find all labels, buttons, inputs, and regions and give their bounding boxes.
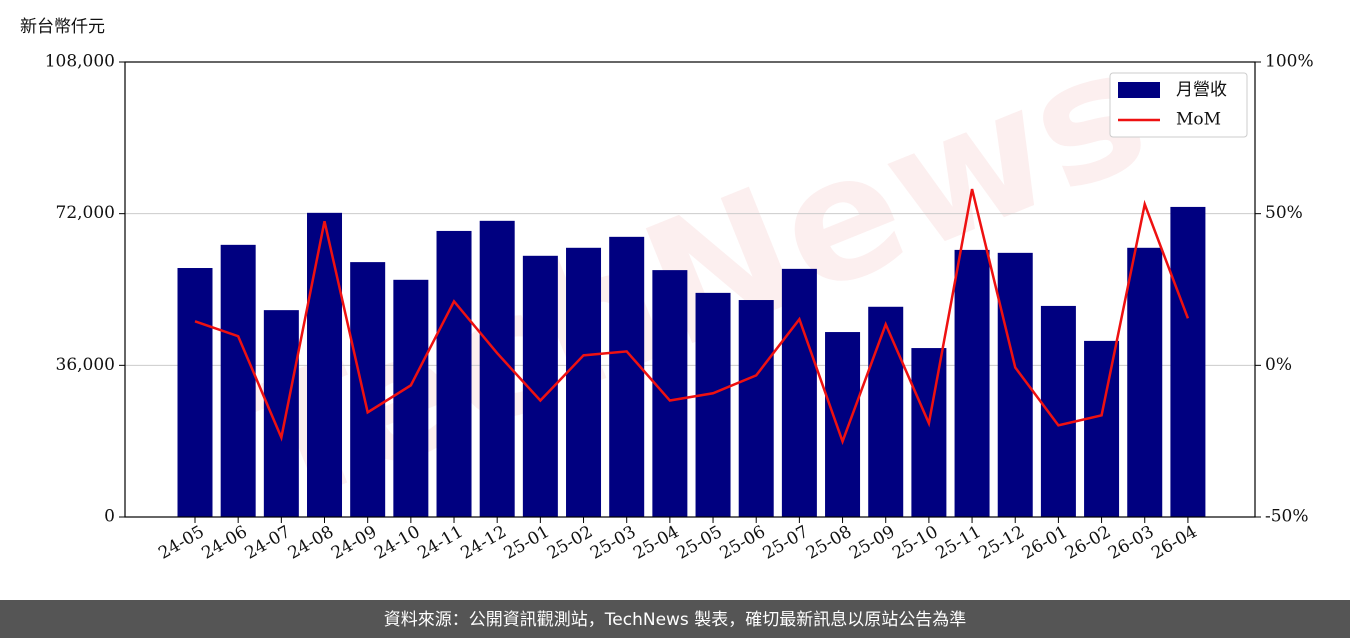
bar — [220, 244, 256, 517]
y2-tick-label: -50% — [1265, 507, 1309, 527]
x-tick-label: 25-02 — [544, 522, 596, 564]
x-tick-label: 25-01 — [501, 522, 553, 564]
x-tick-label: 25-08 — [803, 522, 855, 564]
bar — [609, 236, 645, 518]
x-tick-label: 24-12 — [457, 522, 509, 564]
bar — [350, 262, 386, 517]
x-tick-label: 26-03 — [1105, 522, 1157, 564]
x-tick-label: 25-12 — [976, 522, 1028, 564]
y-tick-label: 0 — [104, 507, 115, 527]
bar — [1127, 247, 1163, 517]
plot-frame — [124, 61, 1256, 518]
footer: 資料來源：公開資訊觀測站，TechNews 製表，確切最新訊息以原站公告為準 — [384, 610, 966, 630]
x-tick-label: 24-07 — [242, 522, 294, 564]
bar — [177, 268, 213, 517]
y-tick-label: 72,000 — [56, 203, 115, 223]
y2-tick-label: 100% — [1265, 52, 1314, 72]
legend-label: 月營收 — [1176, 80, 1227, 100]
y-axis-unit: 新台幣仟元 — [20, 17, 105, 37]
x-tick-label: 24-11 — [414, 522, 466, 564]
bar — [436, 230, 472, 517]
bar — [1084, 340, 1120, 517]
bar — [781, 268, 817, 517]
x-tick-label: 26-01 — [1019, 522, 1071, 564]
bar — [868, 306, 904, 517]
bar — [954, 249, 990, 518]
x-tick-label: 25-10 — [889, 522, 941, 564]
x-tick-label: 26-04 — [1148, 522, 1200, 564]
bar — [695, 292, 731, 517]
line — [194, 188, 1190, 446]
bar — [1170, 206, 1206, 518]
x-tick-label: 24-06 — [198, 522, 250, 564]
bar — [479, 220, 515, 517]
x-tick-label: 25-09 — [846, 522, 898, 564]
x-tick-label: 25-04 — [630, 522, 682, 564]
x-tick-label: 25-05 — [673, 522, 725, 564]
x-tick-label: 24-05 — [155, 522, 207, 564]
x-tick-label: 25-06 — [717, 522, 769, 564]
bar — [263, 310, 299, 517]
x-tick-label: 24-10 — [371, 522, 423, 564]
bar — [652, 270, 688, 517]
bar — [738, 300, 774, 517]
y-tick-label: 108,000 — [45, 52, 115, 72]
legend-label: MoM — [1176, 110, 1221, 130]
y2-tick-label: 50% — [1265, 203, 1303, 223]
y2-tick-label: 0% — [1265, 355, 1292, 375]
footer-bar — [0, 600, 1350, 638]
bar — [307, 212, 343, 517]
bar — [1040, 305, 1076, 517]
bar — [566, 247, 602, 517]
bar — [393, 279, 429, 517]
bar — [825, 332, 861, 517]
x-tick-label: 25-11 — [932, 522, 984, 564]
x-tick-label: 25-03 — [587, 522, 639, 564]
y-tick-label: 36,000 — [56, 355, 115, 375]
x-tick-label: 26-02 — [1062, 522, 1114, 564]
bar — [911, 348, 947, 517]
x-tick-label: 25-07 — [760, 522, 812, 564]
legend-swatch — [1118, 82, 1160, 98]
